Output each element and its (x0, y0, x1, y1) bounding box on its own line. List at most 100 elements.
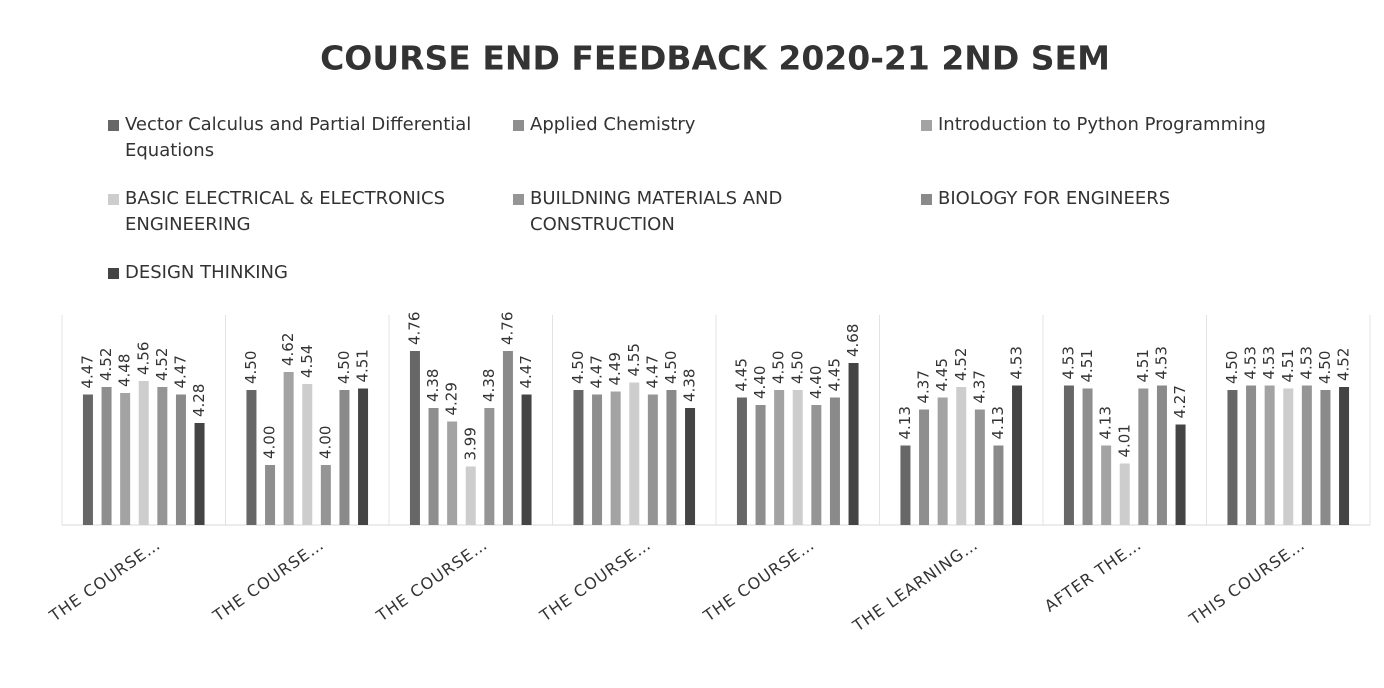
bar (848, 363, 859, 525)
data-label: 4.38 (424, 369, 442, 402)
legend-item: BIOLOGY FOR ENGINEERS (921, 186, 1384, 238)
data-label: 4.48 (116, 354, 134, 387)
x-tick-label: THE COURSE… (372, 535, 491, 626)
data-label: 4.45 (732, 358, 750, 391)
data-label: 4.13 (896, 406, 914, 439)
legend-label: BUILDNING MATERIALS AND CONSTRUCTION (530, 188, 783, 235)
bar (647, 394, 658, 525)
data-label: 4.53 (1242, 346, 1260, 379)
data-label: 4.47 (78, 355, 96, 388)
bar (774, 390, 785, 525)
bar (1246, 385, 1257, 525)
bar (900, 445, 911, 525)
data-label: 4.52 (952, 348, 970, 381)
bar (666, 390, 677, 525)
data-label: 4.62 (279, 333, 297, 366)
x-tick-label: AFTER THE… (1041, 535, 1145, 616)
data-label: 4.47 (588, 355, 606, 388)
x-tick-label: THE COURSE… (209, 535, 328, 626)
bar (175, 394, 186, 525)
bar (101, 387, 112, 525)
data-label: 4.51 (1134, 349, 1152, 382)
data-label: 4.51 (354, 349, 372, 382)
legend-swatch (108, 120, 119, 131)
data-label: 4.45 (933, 358, 951, 391)
data-label: 4.13 (1097, 406, 1115, 439)
bar (1063, 385, 1074, 525)
legend-label: BASIC ELECTRICAL & ELECTRONICS ENGINEERI… (125, 188, 446, 235)
bar (82, 394, 93, 525)
data-label: 4.47 (517, 355, 535, 388)
bar (320, 465, 331, 525)
legend-item: Vector Calculus and Partial Differential… (108, 112, 513, 164)
x-tick-label: THE COURSE… (699, 535, 818, 626)
data-label: 4.28 (190, 384, 208, 417)
bar (409, 351, 420, 525)
bar (358, 388, 369, 525)
data-label: 4.51 (1078, 349, 1096, 382)
legend-label: Introduction to Python Programming (938, 114, 1266, 135)
bar (937, 397, 948, 525)
data-label: 4.52 (97, 348, 115, 381)
bar (1264, 385, 1275, 525)
bar (283, 372, 294, 525)
legend-item: DESIGN THINKING (108, 260, 513, 286)
x-tick-label: THE COURSE… (45, 535, 164, 626)
data-label: 4.53 (1260, 346, 1278, 379)
legend-swatch (108, 194, 119, 205)
bar (610, 391, 621, 525)
data-label: 4.40 (807, 366, 825, 399)
chart-title: COURSE END FEEDBACK 2020-21 2ND SEM (320, 39, 1110, 78)
legend: Vector Calculus and Partial Differential… (108, 112, 1384, 286)
bar (484, 408, 495, 525)
data-label: 4.47 (643, 355, 661, 388)
bar (792, 390, 803, 525)
legend-swatch (921, 120, 932, 131)
bar (1156, 385, 1167, 525)
data-label: 4.50 (1223, 351, 1241, 384)
bar (265, 465, 276, 525)
data-label: 4.51 (1279, 349, 1297, 382)
bar (194, 423, 205, 525)
data-label: 4.27 (1171, 385, 1189, 418)
bar (1101, 445, 1112, 525)
legend-item: BUILDNING MATERIALS AND CONSTRUCTION (513, 186, 921, 238)
bar (629, 382, 640, 525)
bar (1119, 463, 1130, 525)
data-label: 4.50 (569, 351, 587, 384)
bar (685, 408, 696, 525)
data-label: 4.68 (844, 324, 862, 357)
bar (1175, 424, 1186, 525)
bar (120, 393, 131, 525)
bar (736, 397, 747, 525)
legend-item: Applied Chemistry (513, 112, 921, 164)
data-label: 4.50 (335, 351, 353, 384)
bar (956, 387, 967, 525)
legend-label: Vector Calculus and Partial Differential… (125, 114, 472, 161)
bar (993, 445, 1004, 525)
bar (1301, 385, 1312, 525)
data-label: 4.50 (242, 351, 260, 384)
x-tick-label: THIS COURSE… (1185, 535, 1309, 630)
bar (811, 405, 822, 525)
data-label: 4.13 (989, 406, 1007, 439)
data-label: 4.52 (1335, 348, 1353, 381)
data-label: 4.50 (1316, 351, 1334, 384)
data-label: 4.76 (405, 312, 423, 345)
data-label: 4.53 (1059, 346, 1077, 379)
data-label: 4.37 (970, 370, 988, 403)
data-label: 4.47 (171, 355, 189, 388)
bar (1320, 390, 1331, 525)
legend-item: Introduction to Python Programming (921, 112, 1384, 164)
data-label: 4.45 (825, 358, 843, 391)
data-label: 4.40 (751, 366, 769, 399)
legend-swatch (108, 268, 119, 279)
data-label: 4.50 (662, 351, 680, 384)
data-label: 4.50 (788, 351, 806, 384)
data-label: 4.53 (1152, 346, 1170, 379)
bar (157, 387, 168, 525)
data-label: 4.53 (1297, 346, 1315, 379)
bar (1012, 385, 1023, 525)
x-tick-label: THE COURSE… (536, 535, 655, 626)
